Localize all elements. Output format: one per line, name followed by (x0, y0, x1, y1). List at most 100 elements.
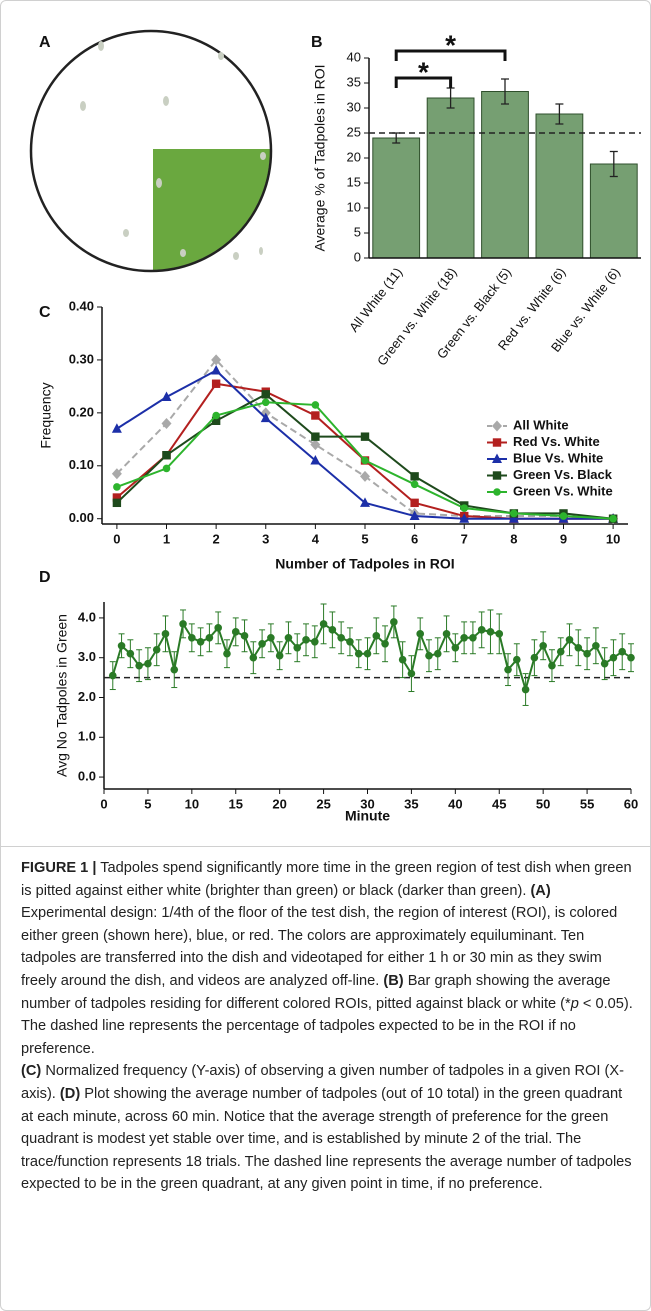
marker (390, 618, 398, 626)
marker (398, 655, 407, 664)
marker (161, 630, 170, 638)
y-tick-label: 20 (347, 149, 361, 164)
y-tick-label: 0.0 (78, 769, 96, 784)
marker (504, 665, 512, 674)
x-tick-label: 5 (361, 531, 368, 546)
marker (267, 634, 275, 642)
marker (319, 620, 328, 628)
marker (231, 628, 240, 636)
y-tick-label: 30 (347, 99, 361, 114)
x-tick-label: 7 (461, 531, 468, 546)
marker (205, 634, 214, 642)
marker (486, 628, 495, 636)
y-tick-label: 0.00 (69, 510, 94, 525)
marker (249, 653, 258, 662)
significance-label: * (418, 56, 429, 87)
marker (618, 647, 627, 656)
significance-bracket (394, 76, 453, 88)
y-axis-label: Avg No Tadpoles in Green (54, 614, 70, 777)
x-tick-label: 3 (262, 531, 269, 546)
legend-label: Green Vs. Black (513, 467, 613, 482)
marker (112, 498, 122, 508)
marker (381, 639, 389, 648)
marker (135, 661, 143, 670)
separator (1, 846, 650, 847)
marker (211, 379, 221, 388)
x-tick-label: 10 (185, 796, 199, 811)
marker (211, 416, 221, 425)
marker (284, 634, 293, 642)
bar (535, 113, 584, 259)
marker (600, 659, 609, 668)
panel-label: C (39, 304, 51, 321)
legend-marker (492, 420, 502, 432)
marker (360, 470, 370, 482)
dish-diagram (29, 29, 273, 273)
marker (144, 659, 152, 668)
caption-text: < 0.05). The dashed line represents the … (21, 995, 633, 1057)
marker (508, 513, 519, 523)
y-tick-label: 4.0 (78, 609, 96, 624)
x-tick-label: 1 (163, 531, 170, 546)
figure-panels: A All White (11)Green vs. White (18)Gree… (29, 29, 641, 824)
marker (361, 456, 369, 465)
x-tick-label: 30 (360, 796, 374, 811)
x-tick-label: 4 (312, 531, 320, 546)
caption-text: FIGURE 1 | (21, 860, 97, 876)
marker (548, 661, 556, 670)
marker (565, 635, 574, 644)
y-tick-label: 2.0 (78, 689, 96, 704)
marker (416, 630, 425, 638)
marker (162, 450, 171, 460)
marker (513, 655, 521, 664)
legend-label: Red Vs. White (513, 434, 600, 449)
x-tick-label: 45 (492, 796, 506, 811)
marker (179, 620, 187, 628)
caption-text: (B) (383, 972, 404, 989)
caption-text: Bar graph showing the average number of … (21, 972, 611, 1012)
marker (460, 504, 469, 512)
caption-paragraph: (C) Normalized frequency (Y-axis) of obs… (21, 1060, 635, 1196)
bar (426, 97, 475, 259)
marker (214, 624, 222, 632)
x-axis-label: Minute (345, 808, 390, 824)
marker (310, 454, 321, 465)
y-tick-label: 15 (347, 174, 361, 189)
marker (410, 472, 419, 481)
bar (589, 163, 638, 259)
x-tick-label: 5 (144, 796, 151, 811)
caption-text: Plot showing the average number of tadpo… (21, 1085, 632, 1193)
y-tick-label: 0.30 (69, 351, 94, 366)
marker (261, 390, 270, 399)
caption-text: p (570, 995, 579, 1012)
marker (346, 637, 354, 646)
marker (258, 639, 266, 648)
caption-text: (A) (530, 882, 551, 899)
caption-text: Experimental design: 1/4th of the floor … (21, 905, 618, 989)
marker (117, 641, 126, 650)
x-tick-label: 55 (580, 796, 594, 811)
x-tick-label: 40 (448, 796, 462, 811)
marker (302, 635, 310, 644)
series-line (111, 618, 632, 694)
marker (113, 483, 121, 491)
y-tick-label: 0.10 (69, 457, 94, 472)
marker (627, 653, 635, 662)
marker (360, 432, 370, 441)
marker (111, 423, 122, 433)
marker (211, 365, 222, 375)
marker (559, 512, 568, 520)
caption-text: (D) (59, 1085, 81, 1102)
green-quadrant (153, 149, 270, 270)
x-tick-label: 8 (510, 531, 517, 546)
marker (407, 669, 416, 678)
panel-label: D (39, 569, 51, 586)
legend-marker (492, 438, 502, 447)
marker (574, 643, 583, 652)
caption-text: (C) (21, 1063, 42, 1080)
x-tick-label: 15 (229, 796, 243, 811)
marker (311, 637, 319, 646)
y-tick-label: 10 (347, 199, 361, 214)
marker (539, 641, 547, 650)
y-tick-label: 0.20 (69, 404, 94, 419)
